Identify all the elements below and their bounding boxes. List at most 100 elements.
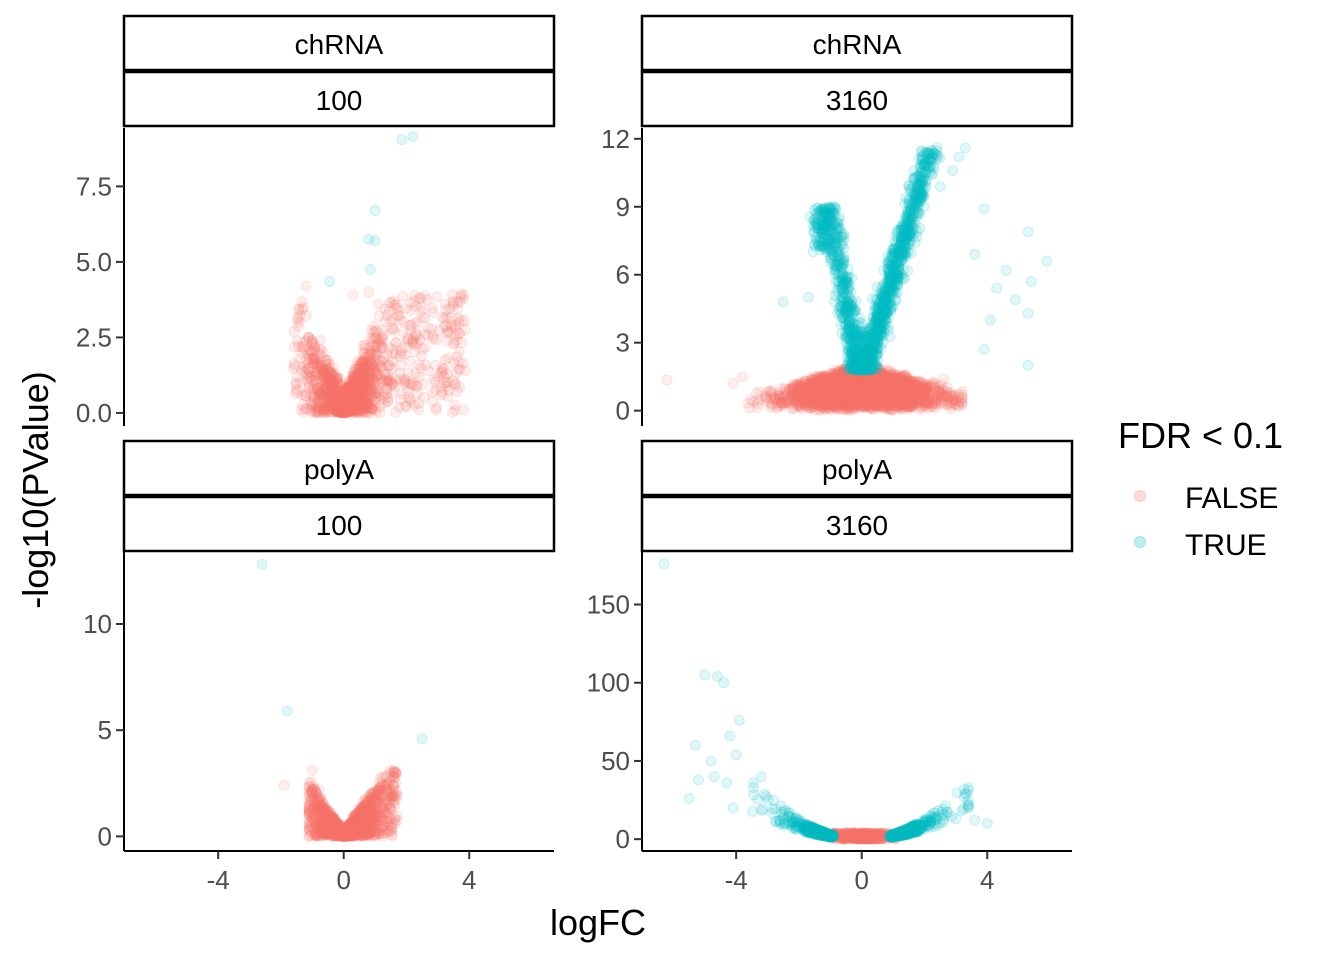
strip-bottom-box: [122, 70, 556, 128]
point-false: [306, 334, 318, 346]
point-false: [338, 400, 350, 412]
point-false: [336, 387, 348, 399]
point-false: [313, 381, 325, 392]
point-false: [390, 348, 402, 360]
point-false: [317, 403, 329, 415]
point-false: [340, 402, 352, 414]
point-false: [292, 320, 304, 332]
point-false: [324, 374, 336, 386]
strip-bottom-label: 100: [316, 85, 363, 116]
point-false: [353, 402, 364, 414]
point-false: [301, 373, 313, 385]
point-false: [355, 402, 367, 414]
point-false: [344, 404, 356, 416]
point-false: [342, 402, 354, 414]
point-false: [807, 393, 819, 405]
point-false: [365, 355, 377, 367]
point-false: [318, 366, 330, 378]
point-false: [348, 392, 360, 404]
point-false: [329, 397, 341, 409]
point-false: [291, 377, 302, 389]
point-false: [345, 400, 357, 412]
point-false: [331, 405, 342, 417]
point-false: [744, 402, 756, 414]
point-false: [419, 328, 431, 340]
y-tick-label: 7.5: [76, 171, 112, 201]
point-false: [416, 350, 428, 362]
point-false: [400, 400, 412, 412]
point-false: [336, 396, 348, 408]
point-false: [318, 365, 330, 377]
point-false: [390, 406, 401, 418]
point-false: [346, 403, 358, 415]
point-false: [351, 378, 363, 390]
point-false: [363, 386, 375, 398]
point-false: [338, 406, 350, 418]
point-false: [821, 393, 833, 405]
point-false: [314, 376, 326, 388]
point-false: [387, 313, 399, 325]
y-tick-label: 2.5: [76, 322, 112, 352]
point-false: [369, 403, 381, 415]
point-false: [339, 399, 351, 411]
point-false: [359, 391, 371, 403]
point-false: [344, 381, 356, 393]
strip-bottom-label: 3160: [826, 85, 888, 116]
point-false: [370, 345, 382, 357]
point-false: [329, 393, 341, 405]
point-false: [320, 385, 332, 397]
point-false: [338, 403, 350, 415]
point-false: [288, 341, 300, 353]
strip-top-label: chRNA: [813, 29, 902, 60]
point-false: [317, 407, 329, 418]
point-false: [350, 376, 362, 388]
point-false: [383, 374, 395, 386]
point-false: [902, 401, 914, 413]
point-false: [346, 381, 358, 393]
point-false: [297, 399, 309, 411]
point-false: [334, 398, 346, 409]
point-false: [449, 404, 461, 416]
point-false: [351, 369, 363, 381]
strip-top-label: chRNA: [295, 29, 384, 60]
point-false: [886, 386, 898, 398]
point-false: [347, 289, 359, 301]
point-false: [289, 360, 301, 372]
point-false: [369, 378, 381, 390]
point-false: [304, 346, 316, 358]
point-false: [302, 348, 314, 360]
point-false: [775, 397, 787, 409]
point-false: [333, 400, 344, 412]
point-false: [347, 391, 359, 402]
point-false: [331, 382, 343, 394]
point-false: [315, 369, 327, 381]
y-tick-label: 3: [616, 328, 630, 358]
point-false: [344, 380, 356, 392]
point-false: [331, 377, 343, 389]
point-false: [413, 359, 425, 371]
point-false: [453, 317, 465, 329]
point-false: [372, 334, 384, 346]
point-true: [324, 276, 336, 287]
point-false: [445, 321, 457, 333]
point-false: [381, 359, 393, 371]
point-false: [340, 392, 352, 404]
point-false: [351, 396, 363, 408]
y-tick-label: 0: [616, 396, 630, 426]
point-false: [347, 370, 359, 382]
point-false: [349, 383, 361, 395]
point-false: [893, 395, 904, 407]
point-false: [317, 405, 329, 417]
point-false: [360, 383, 372, 395]
point-false: [661, 374, 673, 386]
point-false: [348, 374, 360, 386]
point-false: [338, 400, 350, 412]
points: [661, 142, 1053, 416]
point-false: [306, 338, 318, 350]
point-false: [319, 367, 331, 379]
point-false: [383, 297, 395, 309]
point-false: [460, 365, 471, 377]
point-false: [334, 402, 346, 414]
point-false: [360, 351, 372, 363]
